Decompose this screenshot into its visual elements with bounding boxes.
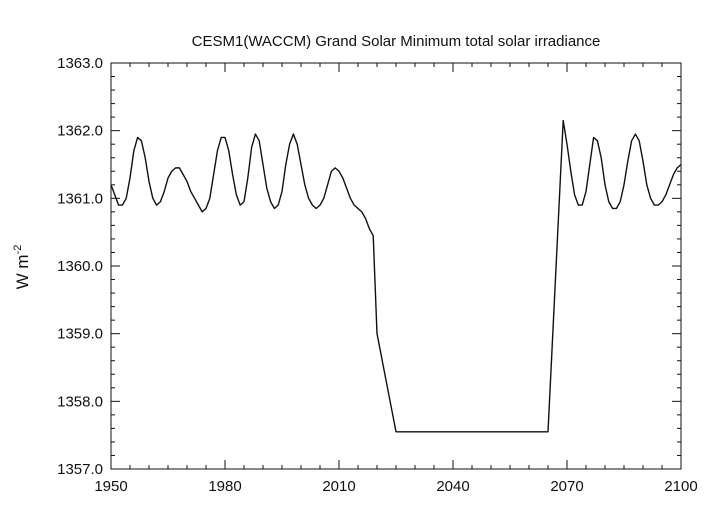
y-tick-label: 1360.0	[57, 258, 103, 275]
y-tick-label: 1358.0	[57, 393, 103, 410]
y-axis-label-base: W m	[13, 254, 32, 289]
plot-frame	[110, 62, 682, 470]
x-tick-label: 2070	[550, 478, 583, 495]
series-group	[110, 119, 682, 433]
y-tick-label: 1359.0	[57, 326, 103, 343]
y-tick-label: 1357.0	[57, 461, 103, 478]
x-tick-label: 1950	[94, 478, 127, 495]
x-tick-label: 2040	[436, 478, 469, 495]
y-axis-label: W m-2	[12, 245, 32, 290]
y-axis-label-superscript: -2	[12, 245, 24, 255]
chart-title: CESM1(WACCM) Grand Solar Minimum total s…	[192, 33, 601, 50]
x-tick-label: 2100	[664, 478, 697, 495]
y-tick-label: 1362.0	[57, 123, 103, 140]
tsi-series-line	[110, 119, 682, 433]
axes: 1950 1980 2010 2040 2070 2100 1357.0 1358.0 1359…	[57, 55, 698, 495]
x-tick-label: 1980	[208, 478, 241, 495]
y-tick-label: 1363.0	[57, 55, 103, 72]
y-tick-label: 1361.0	[57, 190, 103, 207]
x-tick-label: 2010	[322, 478, 355, 495]
